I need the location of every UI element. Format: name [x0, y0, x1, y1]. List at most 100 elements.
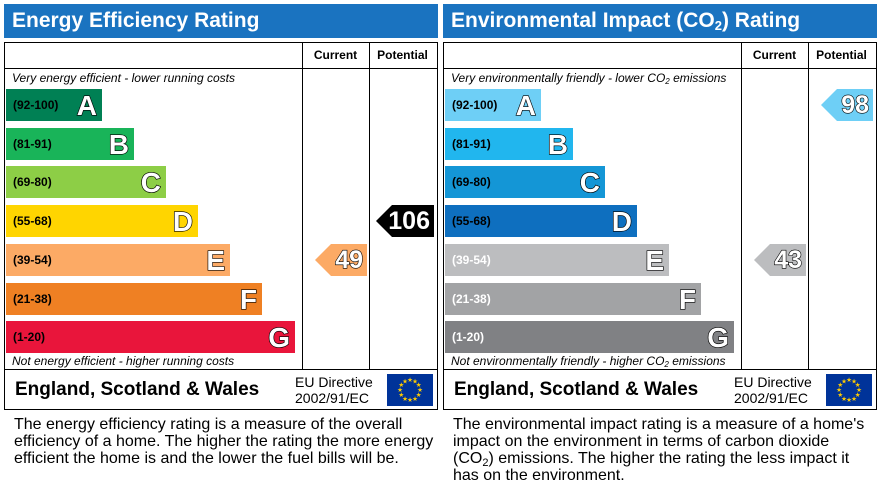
- column-divider: [302, 43, 303, 369]
- band-range-label: (21-38): [13, 291, 52, 306]
- star-icon: ★: [841, 395, 847, 403]
- potential-rating-arrow: [376, 205, 434, 238]
- band-letter: E: [206, 244, 226, 276]
- current-rating-arrow: [754, 243, 806, 276]
- star-icon: ★: [846, 396, 852, 404]
- flag-background: [387, 374, 433, 406]
- band-letter: G: [268, 322, 291, 354]
- star-icon: ★: [837, 381, 843, 389]
- potential-column-header: Potential: [816, 48, 867, 62]
- band-range-label: (39-54): [13, 252, 52, 267]
- potential-rating-marker: 98: [821, 89, 873, 121]
- potential-column-header: Potential: [377, 48, 428, 62]
- band-b: (81-91) B: [6, 127, 134, 160]
- bottom-caption: Not energy efficient - higher running co…: [12, 354, 235, 368]
- star-icon: ★: [837, 391, 843, 399]
- band-range-label: (1-20): [452, 330, 485, 345]
- eu-directive-line-2: 2002/91/EC: [295, 390, 369, 406]
- star-icon: ★: [412, 395, 418, 403]
- band-letter: A: [515, 89, 537, 121]
- band-range-label: (39-54): [452, 252, 491, 267]
- band-a: (92-100) A: [445, 89, 541, 122]
- star-icon: ★: [407, 376, 413, 384]
- energy-efficiency-description: The energy efficiency rating is a measur…: [14, 416, 434, 467]
- current-rating-value: 49: [335, 245, 364, 274]
- band-g: (1-20) G: [6, 321, 295, 354]
- band-range-label: (81-91): [452, 136, 491, 151]
- star-icon: ★: [841, 378, 847, 386]
- eu-directive-line-1: EU Directive: [734, 374, 812, 390]
- rating-arrow-shape: [754, 243, 806, 276]
- band-letter: G: [707, 322, 730, 354]
- band-letter: D: [172, 205, 194, 238]
- star-icon: ★: [397, 386, 403, 394]
- star-icon: ★: [402, 378, 408, 386]
- band-e: (39-54) E: [6, 243, 230, 276]
- band-letter: D: [611, 205, 633, 238]
- star-icon: ★: [856, 386, 862, 394]
- environmental-impact-panel: Environmental Impact (CO2) Rating Curren…: [443, 4, 877, 493]
- band-f: (21-38) F: [445, 282, 701, 315]
- energy-efficiency-panel: Energy Efficiency Rating Current Potenti…: [4, 4, 438, 493]
- top-caption: Very environmentally friendly - lower CO…: [451, 71, 727, 86]
- eu-directive-line-2: 2002/91/EC: [734, 390, 808, 406]
- band-range-label: (55-68): [13, 214, 52, 229]
- star-icon: ★: [836, 386, 842, 394]
- rating-arrow-shape: [315, 243, 367, 276]
- star-icon: ★: [855, 381, 861, 389]
- current-rating-value: 43: [774, 245, 803, 274]
- eu-directive: EU Directive 2002/91/EC: [734, 374, 812, 406]
- band-range-label: (55-68): [452, 214, 491, 229]
- potential-rating-value: 98: [841, 90, 870, 119]
- eu-flag-icon: ★ ★★★★★★★★★★★: [826, 374, 872, 406]
- band-letter: B: [547, 128, 569, 160]
- band-letter: C: [579, 167, 601, 199]
- band-f: (21-38) F: [6, 282, 262, 315]
- band-letter: A: [76, 89, 98, 121]
- column-divider: [369, 43, 370, 369]
- current-rating-arrow: [315, 243, 367, 276]
- eu-directive: EU Directive 2002/91/EC: [295, 374, 373, 406]
- energy-efficiency-chart: Current Potential Very energy efficient …: [4, 42, 438, 370]
- footer: England, Scotland & Wales EU Directive 2…: [4, 370, 438, 410]
- star-icon: ★: [851, 395, 857, 403]
- footer: England, Scotland & Wales EU Directive 2…: [443, 370, 877, 410]
- band-letter: F: [678, 283, 696, 315]
- band-b: (81-91) B: [445, 127, 573, 160]
- potential-rating-arrow: [821, 89, 873, 121]
- energy-efficiency-title: Energy Efficiency Rating: [4, 4, 438, 38]
- band-letter: B: [108, 128, 130, 160]
- bottom-caption: Not environmentally friendly - higher CO…: [451, 354, 726, 369]
- band-d: (55-68) D: [6, 205, 198, 238]
- star-icon: ★: [855, 391, 861, 399]
- star-icon: ★: [851, 378, 857, 386]
- column-divider: [741, 43, 742, 369]
- band-letter: C: [140, 167, 162, 199]
- potential-rating-value: 106: [388, 207, 430, 236]
- region-label: England, Scotland & Wales: [454, 379, 699, 400]
- current-rating-marker: 49: [315, 243, 367, 276]
- environmental-impact-description: The environmental impact rating is a mea…: [453, 416, 865, 484]
- band-c: (69-80) C: [6, 166, 166, 199]
- star-icon: ★: [846, 376, 852, 384]
- current-rating-marker: 43: [754, 243, 806, 276]
- band-range-label: (69-80): [452, 175, 491, 190]
- star-icon: ★: [416, 381, 422, 389]
- eu-directive-line-1: EU Directive: [295, 374, 373, 390]
- band-d: (55-68) D: [445, 205, 637, 238]
- band-range-label: (92-100): [13, 98, 59, 112]
- current-column-header: Current: [313, 48, 358, 62]
- band-range-label: (69-80): [13, 175, 52, 190]
- column-divider: [808, 43, 809, 369]
- region-label: England, Scotland & Wales: [15, 379, 260, 400]
- band-range-label: (81-91): [13, 136, 52, 151]
- star-icon: ★: [412, 378, 418, 386]
- star-icon: ★: [416, 391, 422, 399]
- band-e: (39-54) E: [445, 243, 669, 276]
- band-letter: E: [645, 244, 665, 276]
- potential-rating-marker: 106: [376, 205, 434, 238]
- band-g: (1-20) G: [445, 321, 734, 354]
- rating-arrow-shape: [376, 205, 434, 238]
- band-range-label: (1-20): [13, 330, 46, 345]
- eu-flag-icon: ★ ★★★★★★★★★★★: [387, 374, 433, 406]
